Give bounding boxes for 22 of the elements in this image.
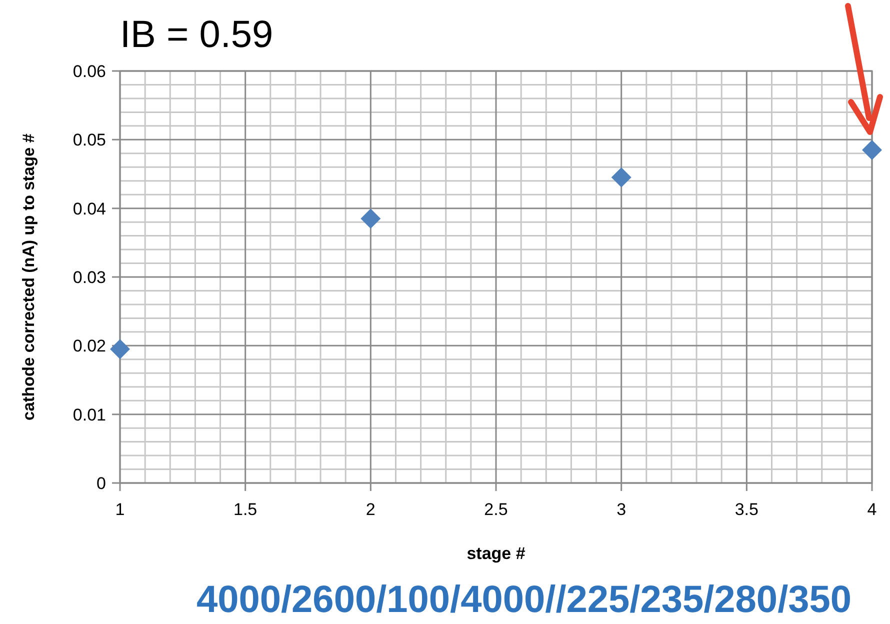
y-tick-label: 0.05 — [72, 130, 106, 150]
x-tick-label: 2 — [366, 500, 376, 519]
y-axis-title: cathode corrected (nA) up to stage # — [20, 134, 38, 420]
point — [360, 208, 381, 229]
point — [110, 339, 130, 360]
x-axis-title: stage # — [466, 544, 526, 563]
x-tick-label: 3 — [616, 500, 626, 519]
text: 4000/2600/100/4000//225/235/280/350 — [196, 579, 852, 621]
x-tick-label: 2.5 — [484, 500, 508, 519]
point — [611, 167, 632, 188]
y-tick-label: 0.01 — [72, 405, 106, 424]
y-tick-label: 0.06 — [72, 62, 106, 81]
y-tick-label: 0.04 — [72, 199, 106, 218]
point — [862, 140, 882, 160]
x-tick-label: 1 — [115, 500, 125, 519]
y-tick-label: 0.03 — [72, 268, 106, 287]
chart-title: IB = 0.59 — [120, 14, 274, 56]
x-tick-label: 3.5 — [734, 500, 758, 519]
x-tick-label: 1.5 — [234, 500, 258, 519]
x-tick-label: 4 — [867, 500, 877, 519]
y-tick-label: 0 — [96, 474, 106, 493]
y-tick-label: 0.02 — [72, 336, 106, 356]
